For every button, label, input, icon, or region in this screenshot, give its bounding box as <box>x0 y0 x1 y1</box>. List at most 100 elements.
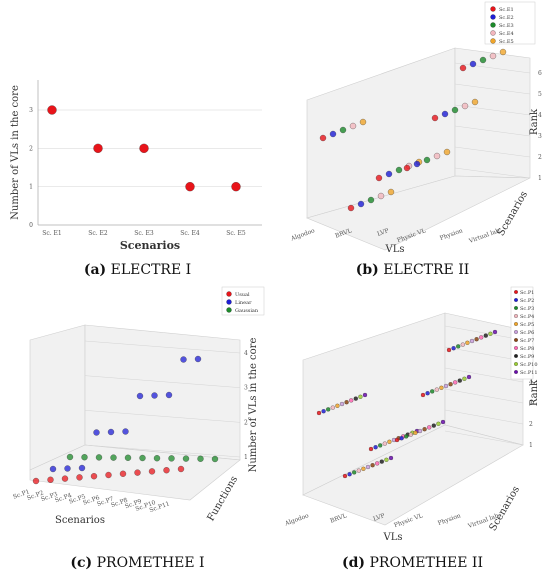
data-point <box>180 356 187 363</box>
x-tick-label: Physion <box>439 227 464 242</box>
data-point <box>451 106 459 114</box>
data-point <box>90 473 98 480</box>
x-tick-label: Sc. E1 <box>42 230 61 237</box>
data-point <box>441 110 449 118</box>
legend-marker <box>226 291 232 297</box>
data-point <box>413 160 421 168</box>
data-point <box>413 430 418 435</box>
x-tick-label: LVP <box>372 512 385 523</box>
legend-marker <box>514 338 518 342</box>
data-point <box>139 454 146 462</box>
legend-label: Sc.P8 <box>520 346 534 352</box>
legend-marker <box>514 322 518 326</box>
data-point <box>32 477 40 485</box>
legend-label: Sc.P9 <box>520 354 534 360</box>
data-point <box>399 436 404 441</box>
data-point <box>347 472 352 477</box>
z-tick-label: 1 <box>529 442 533 449</box>
data-point <box>47 476 54 483</box>
legend-label: Sc.P2 <box>520 298 534 304</box>
data-point <box>119 470 127 477</box>
data-point <box>492 329 498 335</box>
data-point <box>330 405 335 410</box>
data-point <box>64 465 71 472</box>
caption-b-letter: (b) <box>355 262 379 278</box>
z-axis-label: Number of VLs in the core <box>248 338 259 473</box>
z-gridline <box>444 388 524 404</box>
data-point <box>439 385 444 390</box>
z-gridline <box>444 367 524 383</box>
data-point <box>78 464 86 472</box>
data-point <box>420 392 426 398</box>
data-point <box>422 427 427 432</box>
data-point <box>387 439 392 444</box>
legend-label: Sc.E3 <box>499 23 514 29</box>
back-pane <box>29 324 86 471</box>
legend-marker <box>514 362 518 366</box>
y-axis-label: Scenarios <box>488 484 522 533</box>
data-point <box>342 473 348 479</box>
data-point <box>107 428 115 436</box>
data-point <box>479 56 487 64</box>
caption-d-text: PROMETHEE II <box>369 555 484 571</box>
legend-label: Usual <box>235 292 250 298</box>
legend-marker <box>514 370 518 374</box>
data-point <box>443 148 451 156</box>
y-tick-label: 1 <box>29 184 33 191</box>
data-point <box>347 204 355 212</box>
data-point <box>66 453 74 461</box>
data-point <box>329 130 337 138</box>
caption-a-text: ELECTRE I <box>110 262 192 278</box>
z-gridline <box>84 340 241 354</box>
panel-b: 1 2 3 4 5 6 Rank Algodoo BRVL LVP Physic VL Physion… <box>275 0 550 260</box>
data-point <box>49 465 57 473</box>
z-tick-label: 4 <box>529 379 533 386</box>
data-point <box>319 134 327 142</box>
data-point <box>344 400 349 405</box>
data-point <box>423 156 431 164</box>
z-gridline <box>84 375 241 388</box>
data-point <box>367 196 375 204</box>
x-tick-label: Virtual lab <box>467 227 501 245</box>
legend-marker <box>514 290 518 294</box>
side-pane <box>84 324 241 461</box>
z-gridline <box>454 167 531 179</box>
z-axis-label: Rank <box>529 379 540 406</box>
y-axis-label: Scenarios <box>496 189 530 238</box>
legend-label: Sc.P11 <box>520 370 538 376</box>
legend-marker <box>226 299 232 305</box>
legend-marker <box>490 22 496 28</box>
data-point <box>110 454 117 461</box>
data-point <box>457 378 462 383</box>
legend-label: Gaussian <box>235 308 259 314</box>
z-gridline <box>444 325 524 341</box>
data-point <box>93 429 100 436</box>
x-tick-label: Algodoo <box>283 512 310 528</box>
data-point <box>461 102 469 110</box>
data-point <box>122 428 129 435</box>
legend-label: Sc.P5 <box>520 322 534 328</box>
y-tick-label: 3 <box>29 107 33 114</box>
data-point <box>365 464 371 470</box>
z-tick-label: 3 <box>538 133 542 140</box>
data-point <box>417 428 423 434</box>
legend-marker <box>490 38 496 44</box>
data-point <box>165 391 173 399</box>
legend-marker <box>514 346 518 350</box>
data-point <box>469 338 475 344</box>
z-tick-label: 2 <box>529 421 533 428</box>
caption-d-letter: (d) <box>342 555 366 571</box>
data-point <box>151 392 158 399</box>
data-point <box>404 434 409 439</box>
data-point <box>440 419 446 425</box>
data-point <box>339 401 345 407</box>
data-point <box>194 355 202 363</box>
data-point <box>466 374 472 380</box>
panel-a: 0 1 2 3 Sc. E1 Sc. E2 Sc. E3 Sc. E4 Sc. E5 Scenar… <box>0 0 275 260</box>
data-point <box>362 392 368 398</box>
legend-label: Sc.E1 <box>499 7 514 13</box>
data-point <box>462 376 467 381</box>
caption-c-letter: (c) <box>70 555 93 571</box>
y-tick-label: 0 <box>29 222 33 229</box>
data-point <box>361 466 366 471</box>
